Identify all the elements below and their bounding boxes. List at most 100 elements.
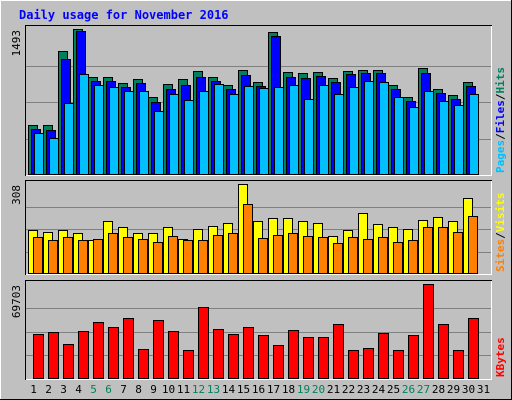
- bar-pages-6: [109, 87, 119, 175]
- bar-sites-26: [408, 240, 418, 274]
- bar-kbytes-11: [183, 350, 194, 379]
- bar-pages-18: [289, 85, 299, 175]
- bar-kbytes-27: [423, 284, 434, 379]
- bar-sites-18: [288, 233, 298, 274]
- bar-kbytes-28: [438, 324, 449, 379]
- x-tick-label: 9: [150, 383, 157, 396]
- bar-sites-23: [363, 239, 373, 274]
- legend-hits: Hits: [494, 67, 507, 94]
- bar-pages-1: [34, 133, 44, 175]
- bar-pages-12: [199, 91, 209, 175]
- bar-kbytes-23: [363, 348, 374, 379]
- legend-sites: Sites: [494, 239, 507, 272]
- bar-pages-14: [229, 94, 239, 175]
- bar-kbytes-9: [153, 320, 164, 379]
- bar-sites-20: [318, 237, 328, 274]
- bar-pages-2: [49, 138, 59, 175]
- bar-pages-3: [64, 103, 74, 175]
- x-tick-label: 3: [60, 383, 67, 396]
- bar-kbytes-17: [273, 345, 284, 379]
- bar-kbytes-2: [48, 332, 59, 379]
- panel-visits-sites: 308 Sites/Visits: [10, 180, 507, 275]
- bar-kbytes-10: [168, 331, 179, 379]
- x-tick-label: 16: [252, 383, 265, 396]
- x-tick-label: 22: [342, 383, 355, 396]
- bar-sites-6: [108, 233, 118, 274]
- bar-pages-23: [364, 81, 374, 175]
- bar-sites-5: [93, 239, 103, 274]
- bar-kbytes-19: [303, 337, 314, 379]
- bar-kbytes-22: [348, 350, 359, 379]
- x-tick-label: 1: [30, 383, 37, 396]
- bar-pages-5: [94, 85, 104, 175]
- bar-kbytes-30: [468, 318, 479, 379]
- x-tick-label: 30: [462, 383, 475, 396]
- bar-pages-10: [169, 94, 179, 175]
- bar-pages-9: [154, 111, 164, 175]
- bar-sites-24: [378, 237, 388, 274]
- bar-sites-16: [258, 238, 268, 274]
- bar-kbytes-3: [63, 344, 74, 379]
- panel-max-label: 1493: [10, 30, 23, 57]
- bar-pages-28: [439, 101, 449, 175]
- bar-pages-26: [409, 107, 419, 175]
- x-tick-label: 29: [447, 383, 460, 396]
- bar-pages-25: [394, 97, 404, 175]
- series-pages: [34, 74, 479, 175]
- bar-kbytes-6: [108, 327, 119, 379]
- bar-kbytes-12: [198, 307, 209, 379]
- bar-pages-29: [454, 105, 464, 175]
- legend-visits: Visits: [494, 193, 507, 233]
- bar-kbytes-21: [333, 324, 344, 379]
- bar-sites-4: [78, 240, 88, 274]
- bar-pages-27: [424, 91, 434, 175]
- bar-pages-19: [304, 99, 314, 175]
- panel-legend: Pages/Files/Hits: [494, 67, 507, 173]
- legend-pages: Pages: [494, 140, 507, 173]
- x-tick-label: 14: [222, 383, 236, 396]
- series-kbytes: [33, 284, 479, 379]
- bar-sites-14: [228, 233, 238, 274]
- bar-kbytes-15: [243, 327, 254, 379]
- bar-pages-4: [79, 74, 89, 175]
- x-tick-label: 7: [120, 383, 127, 396]
- x-tick-label: 20: [312, 383, 325, 396]
- bar-sites-19: [303, 236, 313, 274]
- bar-pages-22: [349, 87, 359, 175]
- x-tick-label: 11: [177, 383, 190, 396]
- bar-kbytes-25: [393, 350, 404, 379]
- bar-kbytes-14: [228, 334, 239, 379]
- x-tick-label: 31: [477, 383, 490, 396]
- legend-files: Files: [494, 100, 507, 133]
- x-tick-label: 24: [372, 383, 386, 396]
- x-tick-label: 17: [267, 383, 280, 396]
- bar-sites-30: [468, 216, 478, 274]
- chart-title: Daily usage for November 2016: [19, 8, 229, 22]
- bar-pages-15: [244, 86, 254, 175]
- bar-sites-2: [48, 240, 58, 274]
- x-tick-label: 8: [135, 383, 142, 396]
- bar-sites-11: [183, 240, 193, 274]
- x-tick-label: 2: [45, 383, 52, 396]
- bar-pages-21: [334, 94, 344, 175]
- x-tick-label: 12: [192, 383, 205, 396]
- bar-sites-13: [213, 235, 223, 274]
- bar-kbytes-1: [33, 334, 44, 379]
- bar-kbytes-18: [288, 330, 299, 379]
- bar-kbytes-16: [258, 335, 269, 379]
- bar-kbytes-29: [453, 350, 464, 379]
- bar-sites-10: [168, 236, 178, 274]
- x-tick-label: 19: [297, 383, 310, 396]
- bar-kbytes-13: [213, 329, 224, 379]
- panel-max-label: 69703: [10, 285, 23, 318]
- x-tick-label: 28: [432, 383, 445, 396]
- bar-kbytes-20: [318, 337, 329, 379]
- bar-pages-20: [319, 85, 329, 175]
- bar-pages-8: [139, 91, 149, 175]
- x-tick-label: 13: [207, 383, 220, 396]
- bar-kbytes-5: [93, 322, 104, 379]
- bar-pages-7: [124, 91, 134, 175]
- bar-sites-27: [423, 227, 433, 274]
- x-tick-label: 21: [327, 383, 340, 396]
